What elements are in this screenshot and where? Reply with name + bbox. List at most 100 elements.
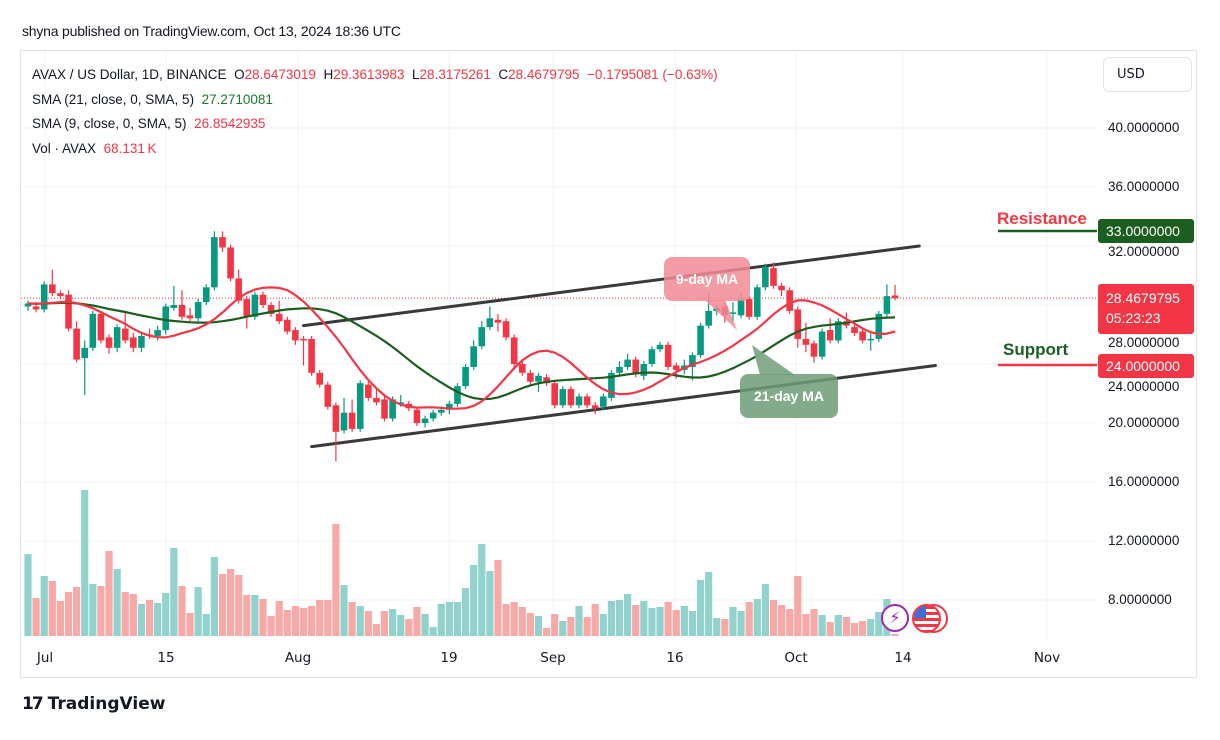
support-price-tag: 24.0000000: [1098, 354, 1194, 378]
candle-body: [600, 396, 607, 407]
candle-body: [689, 355, 696, 367]
candle: [591, 402, 599, 415]
candle-body: [324, 384, 332, 407]
volume-legend[interactable]: Vol · AVAX 68.131 K: [32, 137, 718, 162]
candle: [65, 290, 72, 332]
candle-body: [24, 303, 32, 307]
volume-bar: [48, 581, 56, 636]
candle-body: [211, 237, 218, 288]
x-tick-label: Jul: [36, 650, 54, 666]
candle: [348, 399, 356, 432]
candle: [551, 380, 558, 409]
candle-body: [616, 366, 623, 373]
volume-bar: [875, 612, 883, 636]
candle-body: [583, 396, 591, 406]
tradingview-logo[interactable]: 17 TradingView: [22, 694, 165, 714]
candle-body: [381, 399, 388, 419]
candle: [332, 402, 340, 462]
volume-bar: [729, 607, 737, 636]
high-label: H: [323, 67, 334, 82]
chart-legend: AVAX / US Dollar, 1D, BINANCE O28.647301…: [32, 63, 718, 161]
candle: [202, 284, 210, 305]
candle: [616, 361, 623, 376]
candle-body: [235, 278, 242, 301]
candle: [365, 381, 372, 401]
volume-bar: [891, 633, 899, 636]
volume-bar: [575, 606, 583, 636]
y-tick-label: 8.0000000: [1108, 592, 1172, 607]
volume-bar: [567, 617, 575, 636]
volume-bar: [275, 601, 283, 636]
candle-body: [275, 313, 283, 322]
y-tick-label: 12.0000000: [1108, 533, 1180, 548]
volume-bar: [340, 585, 348, 636]
candle-body: [729, 312, 737, 314]
volume-bar: [397, 615, 405, 636]
candle: [178, 290, 186, 320]
volume-bar: [24, 554, 32, 636]
volume-bar: [429, 627, 437, 636]
candle-body: [356, 383, 364, 429]
volume-bar: [356, 606, 364, 636]
channel-upper-line[interactable]: [302, 244, 921, 328]
candle-body: [753, 287, 761, 317]
candle-body: [348, 412, 356, 429]
candle: [373, 389, 380, 406]
volume-bar: [332, 524, 340, 636]
candle-body: [810, 343, 818, 357]
volume-bar: [818, 615, 826, 636]
lightning-icon[interactable]: ⚡: [881, 604, 909, 632]
candle-body: [802, 338, 810, 345]
candle: [543, 374, 550, 387]
sma9-line: [27, 286, 896, 410]
candle-body: [648, 349, 656, 364]
candle-body: [73, 328, 80, 360]
volume-value: 68.131 K: [103, 140, 157, 156]
sma21-legend[interactable]: SMA (21, close, 0, SMA, 5) 27.2710081: [32, 88, 718, 113]
currency-button[interactable]: USD: [1103, 57, 1192, 92]
volume-bar: [218, 574, 227, 636]
candle: [259, 291, 267, 308]
candle: [745, 296, 753, 320]
current-price-tag: 28.4679795 05:23:23: [1098, 284, 1194, 334]
candle: [770, 262, 777, 289]
candle: [494, 313, 502, 332]
volume-bar: [470, 565, 478, 636]
volume-bar: [389, 609, 397, 636]
candle-body: [591, 405, 599, 409]
volume-bar: [607, 601, 616, 636]
candle: [600, 393, 607, 410]
us-flag-icon[interactable]: [912, 604, 941, 633]
candle-body: [40, 284, 48, 310]
volume-bar: [583, 617, 591, 636]
candle: [794, 306, 802, 348]
candle-body: [421, 418, 429, 423]
candle: [502, 318, 510, 341]
candle-body: [535, 375, 542, 382]
candle: [867, 331, 875, 351]
volume-bar: [591, 604, 599, 636]
volume-bar: [32, 598, 40, 636]
candle-body: [251, 294, 259, 317]
symbol-title[interactable]: AVAX / US Dollar, 1D, BINANCE: [32, 67, 227, 82]
candle-body: [778, 285, 785, 291]
candle: [778, 282, 785, 297]
candle-body: [113, 327, 121, 348]
candle-body: [478, 327, 486, 347]
candle-body: [867, 338, 875, 341]
candle-body: [632, 359, 640, 375]
volume-bar: [308, 606, 316, 636]
close-value: 28.4679795: [508, 67, 580, 82]
y-tick-label: 16.0000000: [1108, 474, 1180, 489]
sma21-value: 27.2710081: [201, 91, 273, 107]
candle-body: [105, 337, 113, 348]
candle: [267, 302, 275, 317]
candle: [689, 352, 696, 381]
volume-bar: [867, 619, 875, 636]
volume-bar: [259, 599, 267, 636]
candle-body: [794, 309, 802, 339]
sma9-legend[interactable]: SMA (9, close, 0, SMA, 5) 26.8542935: [32, 112, 718, 137]
candle-body: [57, 293, 64, 297]
candle-body: [332, 405, 340, 432]
